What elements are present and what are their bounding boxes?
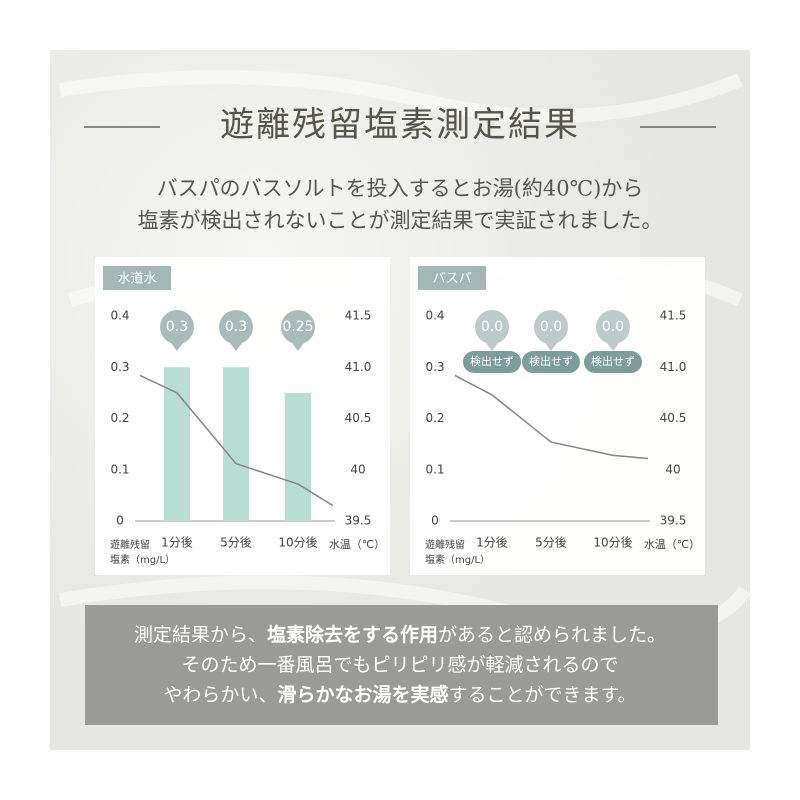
y-tick-label: 0 [431, 514, 439, 528]
y2-tick-label: 41.5 [660, 309, 687, 323]
y-tick-label: 0.1 [110, 462, 129, 476]
y2-tick-label: 40 [350, 462, 365, 476]
x-tick-label: 5分後 [535, 536, 567, 550]
emphasis: 滑らかなお湯を実感 [277, 683, 448, 706]
text-run: そのため一番風呂でもピリピリ感が軽減されるので [181, 654, 618, 676]
note: 検出せず [470, 354, 514, 368]
bubble [533, 310, 569, 351]
line [139, 374, 334, 507]
y2-tick-label: 41.0 [660, 360, 687, 374]
y-tick-label: 0.4 [110, 309, 129, 323]
y-tick-label: 0.3 [425, 360, 444, 374]
y2-tick-label: 41.0 [345, 360, 372, 374]
panel-tag [418, 266, 486, 290]
y2-axis-label: 水温（℃） [644, 538, 700, 551]
y-axis-label: 塩素（mg/L） [110, 553, 175, 566]
value-label: 0.0 [481, 319, 503, 335]
bubble [280, 310, 316, 351]
panel-title: バスパ [432, 272, 471, 287]
y2-tick-label: 40 [665, 462, 680, 476]
conclusion-box [85, 605, 718, 725]
x-tick-label: 10分後 [593, 536, 632, 550]
x-tick-label: 5分後 [220, 536, 252, 550]
emphasis: 塩素除去をする作用 [267, 623, 438, 646]
y-tick-label: 0.4 [425, 309, 444, 323]
y2-tick-label: 41.5 [345, 309, 372, 323]
bubble [595, 310, 631, 351]
note: 検出せず [591, 354, 635, 368]
line [454, 374, 649, 460]
conclusion-line: そのため一番風呂でもピリピリ感が軽減されるので [181, 654, 618, 676]
page-title: 遊離残留塩素測定結果 [220, 105, 580, 145]
text-run: やわらかい、 [163, 684, 277, 706]
y-tick-label: 0.2 [425, 411, 444, 425]
y2-tick-label: 39.5 [660, 514, 687, 528]
y2-axis-label: 水温（℃） [329, 538, 385, 551]
y-axis-label: 遊離残留 [425, 538, 465, 551]
texture [58, 70, 751, 638]
value-label: 0.25 [282, 319, 313, 335]
intro-line: 塩素が検出されないことが測定結果で実証されました。 [138, 209, 663, 233]
note-pill [584, 351, 642, 373]
intro-line: バスパのバスソルトを投入するとお湯(約40℃)から [157, 177, 644, 201]
y-tick-label: 0 [116, 514, 124, 528]
chart: 水道水 0 0.1 0.2 0.3 0.4 39.5 40 40.5 41.0 41.5 1分後 5分後… [95, 257, 390, 575]
value-label: 0.3 [225, 319, 247, 335]
chart-panel [410, 257, 705, 575]
y-tick-label: 0.3 [110, 360, 129, 374]
text-run: があると認められました。 [438, 624, 666, 646]
conclusion-line: やわらかい、滑らかなお湯を実感することができます。 [163, 683, 636, 706]
conclusion: 測定結果から、塩素除去をする作用があると認められました。そのため一番風呂でもピリ… [134, 623, 666, 706]
panel-tag [103, 266, 171, 290]
value-label: 0.3 [166, 319, 188, 335]
bubble [159, 310, 195, 351]
y-axis-label: 塩素（mg/L） [425, 553, 490, 566]
x-tick-label: 1分後 [161, 536, 193, 550]
bar [223, 367, 249, 521]
note-pill [463, 351, 521, 373]
value-label: 0.0 [602, 319, 624, 335]
bar [285, 392, 311, 521]
y2-tick-label: 39.5 [345, 514, 372, 528]
y2-tick-label: 40.5 [345, 411, 372, 425]
x-tick-label: 10分後 [278, 536, 317, 550]
y-tick-label: 0.2 [110, 411, 129, 425]
x-tick-label: 1分後 [476, 536, 508, 550]
y-tick-label: 0.1 [425, 462, 444, 476]
y-axis-label: 遊離残留 [110, 538, 150, 551]
note-pill [522, 351, 580, 373]
text-run: 測定結果から、 [134, 624, 267, 646]
bubble [218, 310, 254, 351]
chart: バスパ 0 0.1 0.2 0.3 0.4 39.5 40 40.5 41.0 41.5 1分後 5分後… [410, 257, 705, 575]
value-label: 0.0 [540, 319, 562, 335]
bubble [474, 310, 510, 351]
panel-title: 水道水 [117, 272, 156, 287]
conclusion-line: 測定結果から、塩素除去をする作用があると認められました。 [134, 623, 666, 646]
bar [164, 367, 190, 521]
y2-tick-label: 40.5 [660, 411, 687, 425]
text-run: することができます。 [448, 684, 636, 706]
note: 検出せず [529, 354, 573, 368]
